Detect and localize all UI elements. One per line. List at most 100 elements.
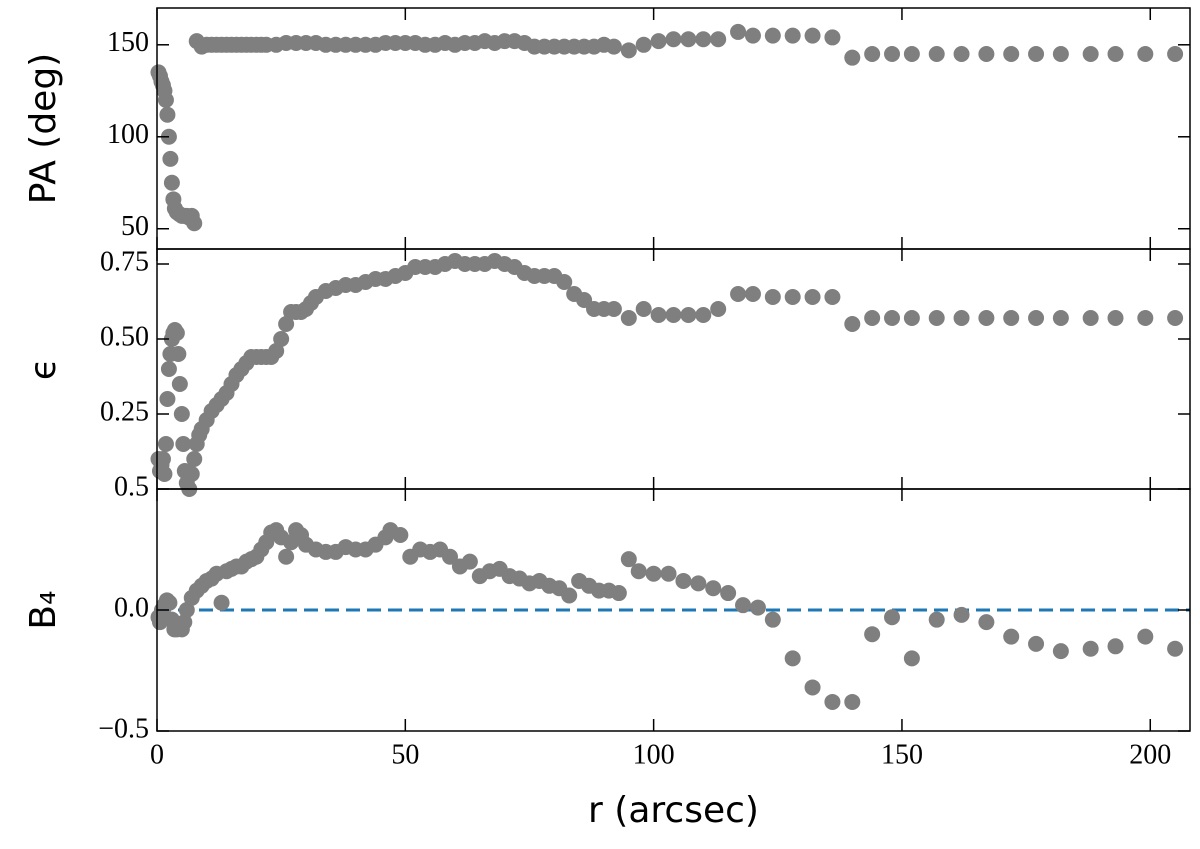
x-tick-label: 100 — [633, 739, 675, 770]
point — [171, 376, 188, 392]
point — [620, 310, 637, 326]
point — [1052, 45, 1069, 62]
point — [157, 91, 174, 108]
point — [744, 286, 761, 302]
point — [953, 310, 970, 326]
point — [824, 693, 841, 710]
point — [176, 614, 193, 631]
x-tick-label: 50 — [391, 739, 419, 770]
point — [675, 572, 692, 589]
point — [635, 301, 652, 317]
point — [953, 45, 970, 62]
point — [784, 27, 801, 44]
point — [884, 609, 901, 626]
point — [804, 679, 821, 696]
point — [159, 391, 176, 407]
point — [157, 436, 174, 452]
point — [928, 45, 945, 62]
point — [720, 585, 737, 602]
point — [1107, 45, 1124, 62]
point — [168, 325, 185, 341]
point — [183, 466, 200, 482]
y-tick-label: 0.25 — [100, 396, 149, 427]
point — [1052, 643, 1069, 660]
y-axis-label: B₄ — [23, 590, 64, 629]
y-tick-label: 0.50 — [100, 321, 149, 352]
point — [665, 307, 682, 323]
point — [730, 23, 747, 40]
y-tick-label: 0.75 — [100, 246, 149, 277]
point — [903, 310, 920, 326]
point — [620, 42, 637, 59]
x-tick-label: 200 — [1129, 739, 1171, 770]
point — [213, 594, 230, 611]
point — [928, 611, 945, 628]
point — [804, 289, 821, 305]
point — [844, 49, 861, 66]
point — [953, 606, 970, 623]
point — [156, 466, 173, 482]
point — [556, 274, 573, 290]
y-tick-label: 0.0 — [114, 592, 149, 623]
point — [160, 361, 177, 377]
point — [1028, 45, 1045, 62]
y-axis-label: PA (deg) — [23, 53, 64, 204]
point — [695, 307, 712, 323]
point — [1167, 640, 1184, 657]
y-tick-label: 150 — [107, 27, 149, 58]
point — [1137, 310, 1154, 326]
point — [735, 597, 752, 614]
point — [903, 45, 920, 62]
point — [665, 31, 682, 48]
y-tick-label: 0.5 — [114, 471, 149, 502]
point — [1107, 310, 1124, 326]
point — [173, 406, 190, 422]
point — [864, 310, 881, 326]
y-tick-label: 50 — [121, 211, 149, 242]
point — [154, 451, 171, 467]
point — [824, 29, 841, 46]
point — [864, 626, 881, 643]
point — [630, 563, 647, 580]
point — [461, 553, 478, 570]
point — [660, 565, 677, 582]
point — [273, 331, 290, 347]
point — [1082, 640, 1099, 657]
point — [884, 310, 901, 326]
point — [705, 580, 722, 597]
point — [1052, 310, 1069, 326]
point — [610, 585, 627, 602]
point — [278, 548, 295, 565]
point — [1028, 310, 1045, 326]
y-tick-label: 100 — [107, 119, 149, 150]
x-tick-label: 0 — [150, 739, 164, 770]
point — [1003, 310, 1020, 326]
point — [690, 575, 707, 592]
point — [645, 565, 662, 582]
point — [680, 31, 697, 48]
point — [695, 31, 712, 48]
point — [605, 301, 622, 317]
point — [1082, 45, 1099, 62]
point — [978, 45, 995, 62]
point — [268, 343, 285, 359]
point — [635, 36, 652, 53]
point — [161, 594, 178, 611]
point — [650, 33, 667, 50]
point — [1137, 45, 1154, 62]
point — [864, 45, 881, 62]
point — [1137, 628, 1154, 645]
point — [730, 286, 747, 302]
point — [784, 650, 801, 667]
point — [978, 614, 995, 631]
point — [650, 307, 667, 323]
point — [162, 150, 179, 167]
point — [1167, 45, 1184, 62]
point — [764, 27, 781, 44]
x-tick-label: 150 — [881, 739, 923, 770]
point — [744, 27, 761, 44]
point — [186, 451, 203, 467]
point — [978, 310, 995, 326]
plot-frame — [156, 248, 1191, 490]
